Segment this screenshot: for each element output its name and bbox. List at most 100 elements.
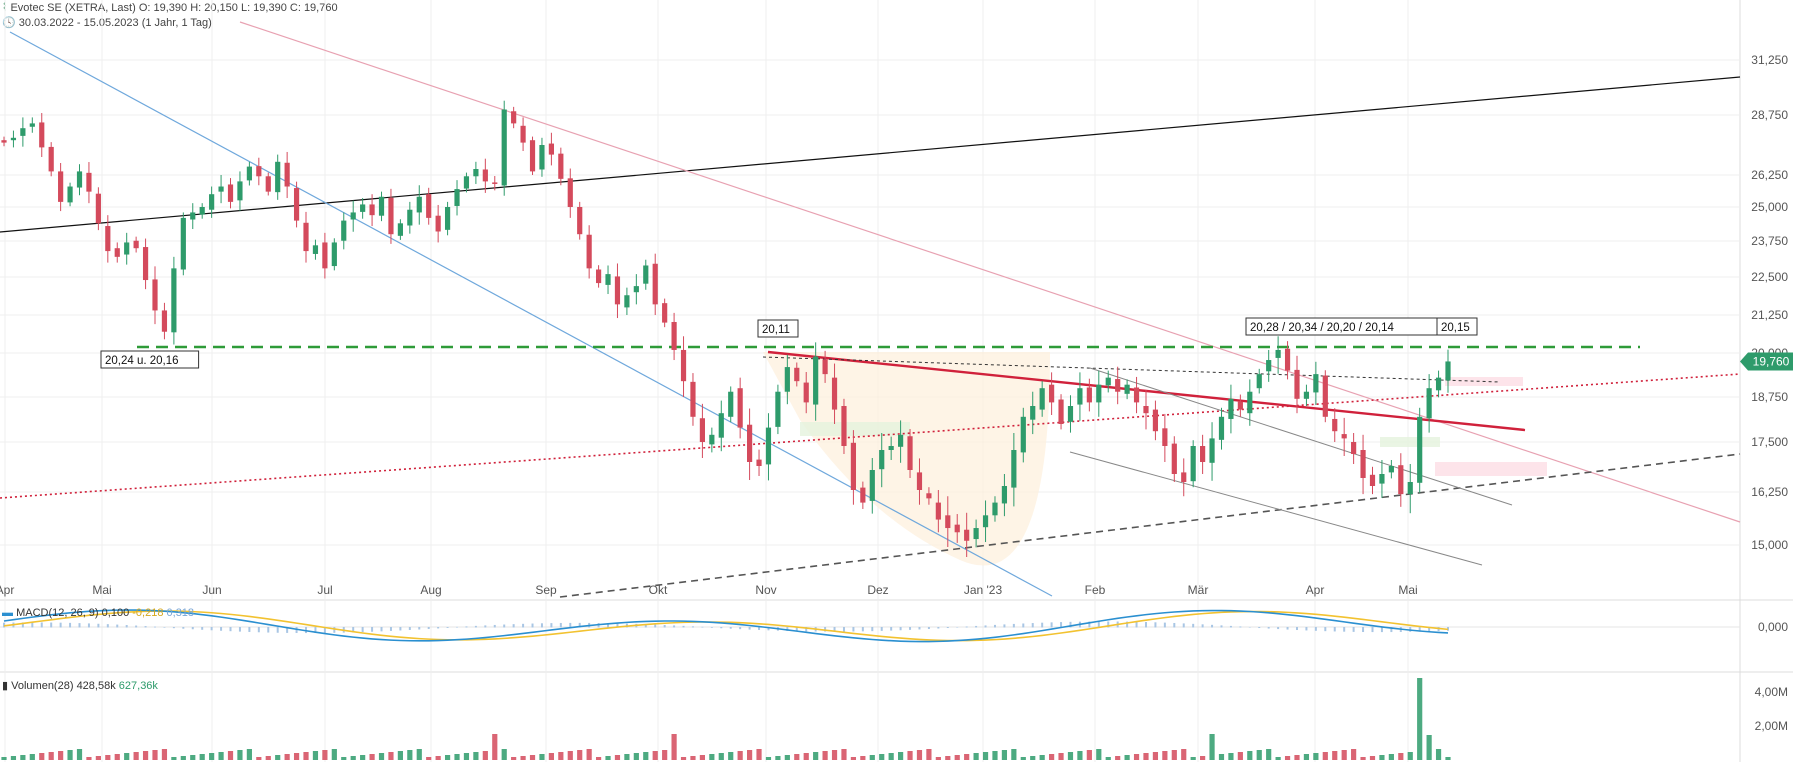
volume-bar [209, 753, 215, 760]
macd-histogram-bar [154, 626, 157, 628]
zone-box [1435, 462, 1547, 476]
volume-bar [378, 753, 385, 760]
candle-body [1313, 374, 1319, 393]
volume-bar [501, 749, 507, 760]
candle-body [699, 418, 706, 442]
macd-histogram-bar [238, 627, 241, 632]
candle-body [124, 242, 130, 255]
macd-histogram-bar [993, 624, 996, 628]
candle-body [39, 122, 45, 148]
macd-histogram-bar [1362, 627, 1365, 633]
x-tick-label: Apr [0, 583, 14, 597]
volume-bar [577, 750, 583, 760]
volume-bar [1209, 734, 1215, 760]
x-tick-label: Aug [420, 583, 441, 597]
trend-line-dotted [762, 356, 1501, 383]
candle-body [1077, 388, 1083, 405]
candle-body [378, 196, 385, 216]
macd-histogram-bar [833, 627, 836, 632]
candle-body [1237, 401, 1243, 410]
neckline-red [767, 350, 1526, 432]
volume-bar [369, 754, 375, 760]
macd-histogram-bar [69, 622, 72, 628]
volume-bar [1332, 751, 1338, 760]
x-tick-label: Sep [535, 583, 557, 597]
macd-histogram-bar [909, 627, 912, 630]
volume-bar [1, 757, 7, 760]
candle-body [331, 242, 337, 267]
annotation-label-box [757, 319, 799, 338]
volume-bar [1388, 754, 1394, 760]
candle-body [199, 207, 205, 215]
volume-bar [293, 753, 300, 760]
volume-bar [860, 756, 866, 760]
signal-value: -0,218 [132, 607, 164, 619]
candle-body [473, 169, 479, 177]
candle-body [982, 515, 989, 528]
macd-histogram-bar [182, 627, 185, 629]
macd-histogram-bar [861, 627, 864, 632]
candle-body [680, 349, 687, 382]
x-tick-label: Mai [92, 583, 111, 597]
ohlc-readout: O: 19,390 H: 20,150 L: 19,390 C: 19,760 [138, 2, 338, 14]
macd-histogram-bar [1135, 621, 1138, 628]
candle-body [312, 245, 319, 254]
candle-body [1105, 377, 1111, 386]
macd-histogram-bar [1380, 627, 1383, 633]
annotation-label: 20,28 / 20,34 / 20,20 / 20,14 [1250, 322, 1394, 334]
macd-histogram-bar [408, 627, 411, 630]
x-tick-label: Jan '23 [964, 583, 1003, 597]
candle-body [1388, 466, 1394, 473]
volume-bar [945, 756, 951, 760]
macd-histogram-bar [286, 627, 289, 633]
candle-body [794, 367, 800, 382]
macd-histogram-bar [1088, 621, 1091, 628]
volume-bar [746, 750, 753, 760]
macd-histogram-bar [1428, 627, 1431, 632]
volume-bar [803, 753, 809, 760]
candle-body [728, 391, 734, 417]
badge-shape [1740, 352, 1793, 371]
macd-histogram-bar [956, 626, 959, 628]
volume-bar [850, 757, 857, 760]
volume-bar [454, 754, 460, 760]
volume-bar [709, 754, 715, 760]
macd-histogram-bar [389, 627, 392, 631]
y-tick-label: 18,750 [1751, 390, 1788, 404]
candle-body [586, 234, 592, 269]
volume-bar [312, 751, 319, 760]
candle-body [954, 524, 960, 533]
candle-body [1096, 384, 1102, 403]
volume-bar [1058, 753, 1064, 760]
volume-bar [1077, 751, 1083, 760]
macd-histogram-bar [1126, 621, 1129, 628]
macd-histogram-bar [456, 626, 459, 628]
y-tick-label: 17,500 [1751, 435, 1788, 449]
macd-line [3, 609, 1449, 643]
macd-histogram-bar [824, 627, 827, 632]
macd-histogram-bar [729, 627, 732, 629]
candle-body [813, 356, 819, 405]
volume-bar [973, 753, 979, 760]
volume-bar [954, 755, 960, 760]
candle-body [756, 459, 762, 466]
volume-bar [907, 751, 913, 760]
candle-body [1218, 416, 1225, 440]
macd-histogram-bar [559, 622, 562, 628]
macd-histogram-bar [474, 625, 477, 628]
candle-body [1294, 369, 1300, 399]
candle-body [1322, 375, 1328, 417]
candle-body [1360, 450, 1366, 478]
candle-body [482, 169, 488, 182]
candle-body [1152, 409, 1159, 432]
volume-bar [482, 751, 488, 760]
macd-histogram-bar [1012, 623, 1015, 628]
candle-body [209, 194, 215, 210]
volume-bar [888, 753, 894, 760]
volume-bar [256, 757, 262, 760]
candle-body [973, 528, 979, 540]
volume-bar [284, 754, 290, 760]
candle-body [539, 145, 545, 170]
macd-histogram-bar [31, 622, 34, 628]
